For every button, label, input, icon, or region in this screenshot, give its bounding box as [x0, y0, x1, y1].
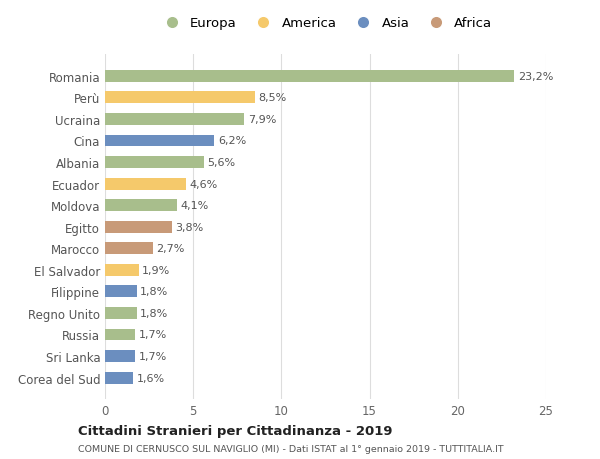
- Bar: [105, 114, 244, 126]
- Bar: [105, 221, 172, 233]
- Text: 4,1%: 4,1%: [181, 201, 209, 211]
- Text: COMUNE DI CERNUSCO SUL NAVIGLIO (MI) - Dati ISTAT al 1° gennaio 2019 - TUTTITALI: COMUNE DI CERNUSCO SUL NAVIGLIO (MI) - D…: [78, 444, 503, 453]
- Bar: [105, 329, 135, 341]
- Text: 2,7%: 2,7%: [156, 244, 185, 254]
- Bar: [105, 135, 214, 147]
- Text: 1,7%: 1,7%: [139, 330, 167, 340]
- Text: 23,2%: 23,2%: [518, 72, 553, 82]
- Bar: [105, 71, 514, 83]
- Text: 1,8%: 1,8%: [140, 287, 169, 297]
- Text: 7,9%: 7,9%: [248, 115, 276, 125]
- Text: Cittadini Stranieri per Cittadinanza - 2019: Cittadini Stranieri per Cittadinanza - 2…: [78, 425, 392, 437]
- Bar: [105, 178, 186, 190]
- Bar: [105, 350, 135, 362]
- Text: 3,8%: 3,8%: [176, 222, 204, 232]
- Legend: Europa, America, Asia, Africa: Europa, America, Asia, Africa: [155, 13, 496, 34]
- Bar: [105, 157, 204, 168]
- Bar: [105, 308, 137, 319]
- Bar: [105, 286, 137, 297]
- Text: 8,5%: 8,5%: [259, 93, 287, 103]
- Bar: [105, 243, 152, 255]
- Text: 1,9%: 1,9%: [142, 265, 170, 275]
- Text: 1,6%: 1,6%: [137, 373, 165, 383]
- Bar: [105, 372, 133, 384]
- Bar: [105, 200, 178, 212]
- Text: 6,2%: 6,2%: [218, 136, 246, 146]
- Text: 5,6%: 5,6%: [208, 158, 235, 168]
- Text: 1,7%: 1,7%: [139, 351, 167, 361]
- Bar: [105, 92, 255, 104]
- Text: 1,8%: 1,8%: [140, 308, 169, 318]
- Bar: [105, 264, 139, 276]
- Text: 4,6%: 4,6%: [190, 179, 218, 189]
